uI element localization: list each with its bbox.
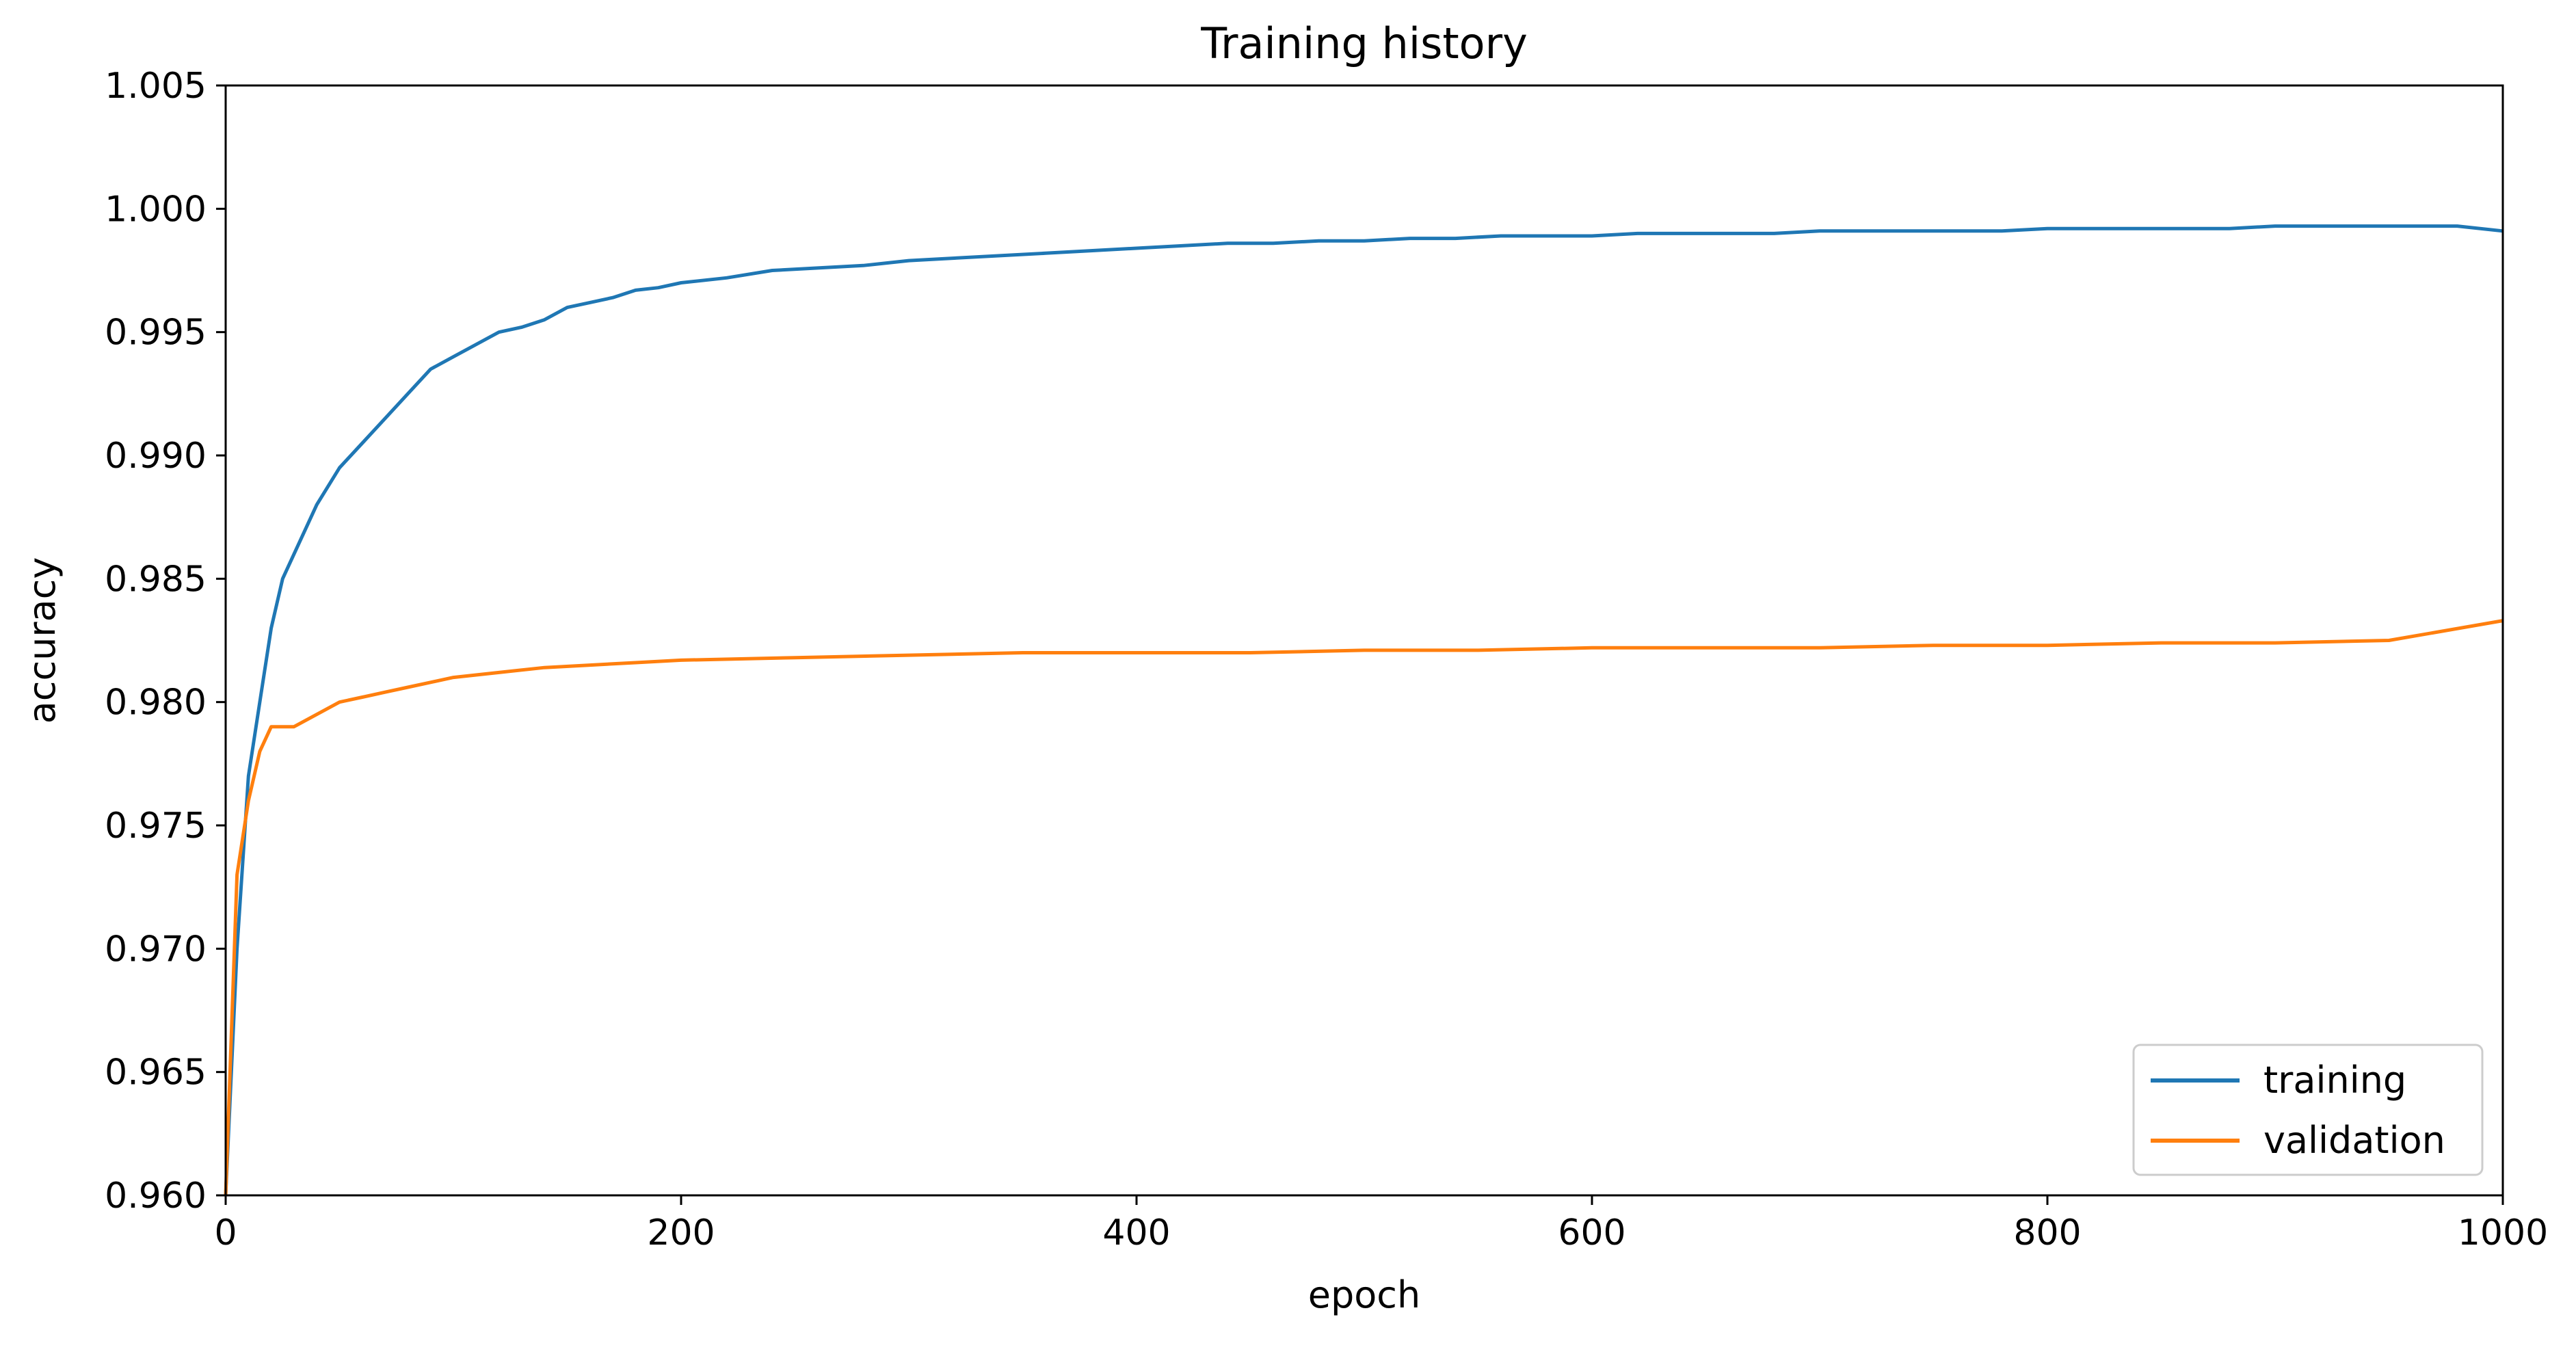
y-tick-label: 0.970 bbox=[105, 929, 207, 970]
y-tick-label: 0.975 bbox=[105, 806, 207, 847]
x-axis-ticks: 0 200 400 600 800 1000 bbox=[214, 1195, 2548, 1253]
y-axis-label: accuracy bbox=[21, 557, 64, 724]
x-tick-label: 800 bbox=[2013, 1212, 2081, 1253]
x-tick-label: 400 bbox=[1102, 1212, 1170, 1253]
y-axis-ticks: 0.960 0.965 0.970 0.975 0.980 0.985 0.990 0.995… bbox=[105, 66, 226, 1217]
axes-frame bbox=[224, 84, 2504, 1197]
y-tick-label: 1.000 bbox=[105, 189, 207, 230]
y-tick-label: 0.980 bbox=[105, 682, 207, 724]
y-tick-label: 1.005 bbox=[105, 66, 207, 107]
chart-title: Training history bbox=[1200, 18, 1528, 68]
y-tick-label: 0.985 bbox=[105, 559, 207, 600]
series-line-training bbox=[224, 224, 2504, 1196]
series-layer bbox=[224, 224, 2504, 1196]
legend: training validation bbox=[2132, 1044, 2484, 1176]
y-tick-label: 0.995 bbox=[105, 313, 207, 354]
x-axis-label: epoch bbox=[1308, 1273, 1420, 1316]
legend-label-validation: validation bbox=[2263, 1119, 2445, 1162]
x-tick-label: 1000 bbox=[2458, 1212, 2548, 1253]
x-tick-label: 0 bbox=[214, 1212, 237, 1253]
x-tick-label: 200 bbox=[647, 1212, 715, 1253]
x-tick-label: 600 bbox=[1558, 1212, 1625, 1253]
legend-label-training: training bbox=[2263, 1059, 2406, 1102]
y-tick-label: 0.960 bbox=[105, 1176, 207, 1217]
y-tick-label: 0.965 bbox=[105, 1052, 207, 1093]
series-line-validation bbox=[224, 619, 2504, 1196]
y-tick-label: 0.990 bbox=[105, 436, 207, 477]
